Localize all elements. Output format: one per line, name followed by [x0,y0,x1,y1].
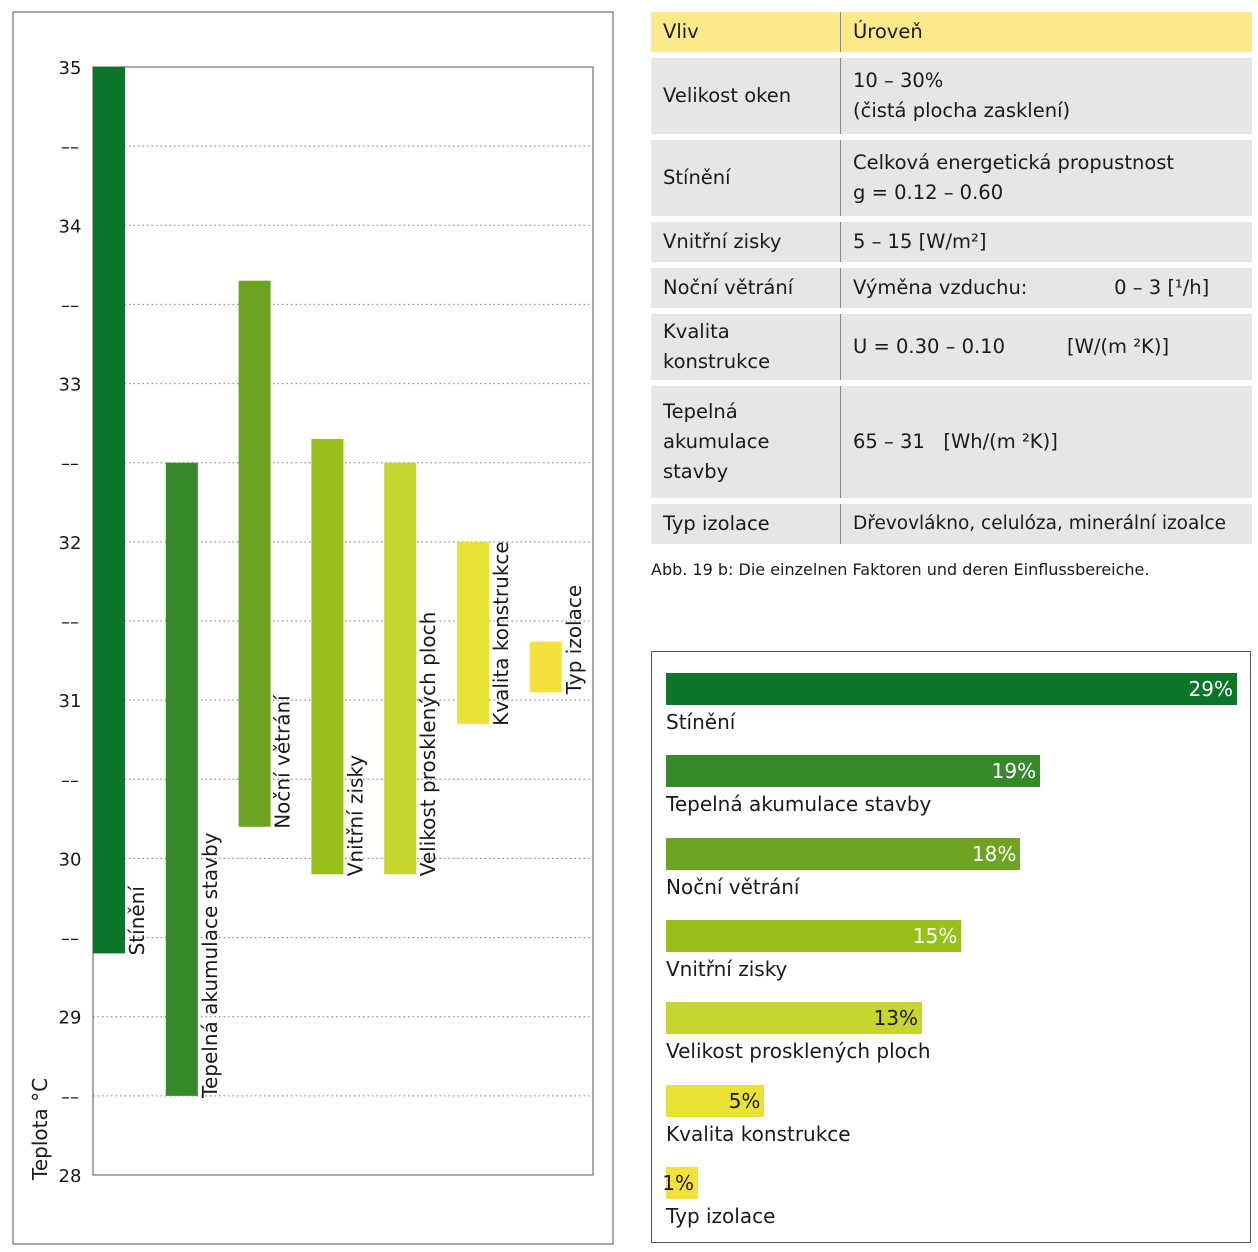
share-bar: 5% [666,1084,765,1117]
range-bar [238,280,271,827]
range-bar-label: Noční větrání [271,694,295,829]
range-bar-label: Kvalita konstrukce [489,541,513,726]
range-bar [165,462,198,1096]
range-bar-label: Velikost prosklených ploch [416,612,440,877]
level-cell: 10 – 30% (čistá plocha zasklení) [841,58,1252,134]
factor-cell: Vnitřní zisky [651,222,841,262]
share-value-label: 13% [873,1006,918,1031]
range-bar [457,541,489,724]
share-value-label: 5% [728,1088,761,1113]
share-bar: 19% [666,755,1041,788]
level-cell: U = 0.30 – 0.10 [W/(m ²K)] [841,314,1252,380]
range-bar-label: Stínění [125,885,149,956]
y-tick-label: 35 [59,58,82,79]
y-tick-label: 29 [59,1008,82,1029]
y-tick-label: –– [61,295,79,316]
chart-frame [12,11,614,1245]
range-bar-label: Typ izolace [562,585,586,695]
share-bar: 29% [666,673,1237,705]
y-tick-label: 32 [59,533,82,554]
temperature-range-chart: 28 –– 29 –– 30 –– 31 –– 32 –– 33 –– 34 –– 35 Stínění Te… [12,11,614,1245]
y-tick-label: 31 [59,691,82,712]
y-tick-label: –– [61,1087,79,1108]
range-bar [93,67,125,954]
share-bar: 18% [666,837,1021,870]
share-category-label: Vnitřní zisky [666,956,788,981]
table-row: Stínění Celková energetická propustnost … [651,140,1252,216]
share-category-label: Stínění [666,710,736,734]
table-row: Vnitřní zisky 5 – 15 [W/m²] [651,222,1252,262]
table-row: Velikost oken 10 – 30% (čistá plocha zas… [651,58,1252,134]
factor-cell: Typ izolace [651,504,841,544]
factor-cell: Velikost oken [651,58,841,134]
level-cell: Výměna vzduchu: 0 – 3 [¹/h] [841,268,1252,308]
share-value-label: 15% [912,923,958,948]
share-value-label: 1% [662,1170,694,1195]
range-bar [529,641,562,693]
table-row: Kvalita konstrukce U = 0.30 – 0.10 [W/(m… [651,314,1252,380]
level-cell: Dřevovlákno, celulóza, minerální izoalce [841,504,1252,544]
share-value-label: 18% [971,841,1017,866]
share-item: 18% Noční větrání [666,837,1246,902]
share-item: 29% Stínění [666,673,1246,737]
share-value-label: 19% [991,759,1037,784]
share-item: 13% Velikost prosklených ploch [666,1002,1246,1066]
figure-caption: Abb. 19 b: Die einzelnen Faktoren und de… [651,560,1150,579]
y-tick-label: –– [61,612,79,633]
share-bar: 1% [662,1166,698,1199]
share-item: 19% Tepelná akumulace stavby [666,755,1246,819]
table-row: Tepelná akumulace stavby 65 – 31 [Wh/(m … [651,386,1252,498]
factor-cell: Noční větrání [651,268,841,308]
header-factor: Vliv [651,12,841,52]
share-item: 15% Vnitřní zisky [666,919,1246,984]
level-cell: 65 – 31 [Wh/(m ²K)] [841,386,1252,498]
y-tick-label: 28 [59,1166,82,1187]
range-bar [311,438,344,875]
y-tick-label: 34 [59,216,82,237]
range-bar-label: Vnitřní zisky [343,755,367,877]
share-bar: 15% [666,919,962,952]
factor-cell: Kvalita konstrukce [651,314,841,380]
share-category-label: Velikost prosklených ploch [666,1039,931,1064]
share-category-label: Typ izolace [666,1203,776,1228]
y-tick-label: –– [61,137,79,158]
table-header-row: Vliv Úroveň [651,12,1252,52]
share-item: 1% Typ izolace [662,1166,1246,1231]
y-axis-label: Teplota °C [28,1078,52,1181]
table-row: Typ izolace Dřevovlákno, celulóza, miner… [651,504,1252,544]
y-tick-label: 33 [59,375,82,396]
share-value-label: 29% [1188,677,1233,701]
share-bar: 13% [666,1002,922,1035]
range-bar-label: Tepelná akumulace stavby [198,832,222,1099]
y-tick-label: –– [61,770,79,791]
y-tick-label: –– [61,929,79,950]
factor-cell: Stínění [651,140,841,216]
level-cell: 5 – 15 [W/m²] [841,222,1252,262]
header-level: Úroveň [841,12,1252,52]
level-cell: Celková energetická propustnost g = 0.12… [841,140,1252,216]
range-bar [384,462,417,875]
influence-share-chart: 29% Stínění 19% Tepelná akumulace stavby 18%… [651,651,1251,1243]
share-item: 5% Kvalita konstrukce [666,1084,1246,1149]
y-tick-label: 30 [59,849,82,870]
y-tick-label: –– [61,454,79,475]
table-row: Noční větrání Výměna vzduchu: 0 – 3 [¹/h… [651,268,1252,308]
share-category-label: Noční větrání [666,874,800,899]
share-category-label: Tepelná akumulace stavby [666,792,932,817]
factor-cell: Tepelná akumulace stavby [651,386,841,498]
share-category-label: Kvalita konstrukce [666,1121,851,1146]
factor-table: Vliv Úroveň Velikost oken 10 – 30% (čist… [651,6,1252,550]
